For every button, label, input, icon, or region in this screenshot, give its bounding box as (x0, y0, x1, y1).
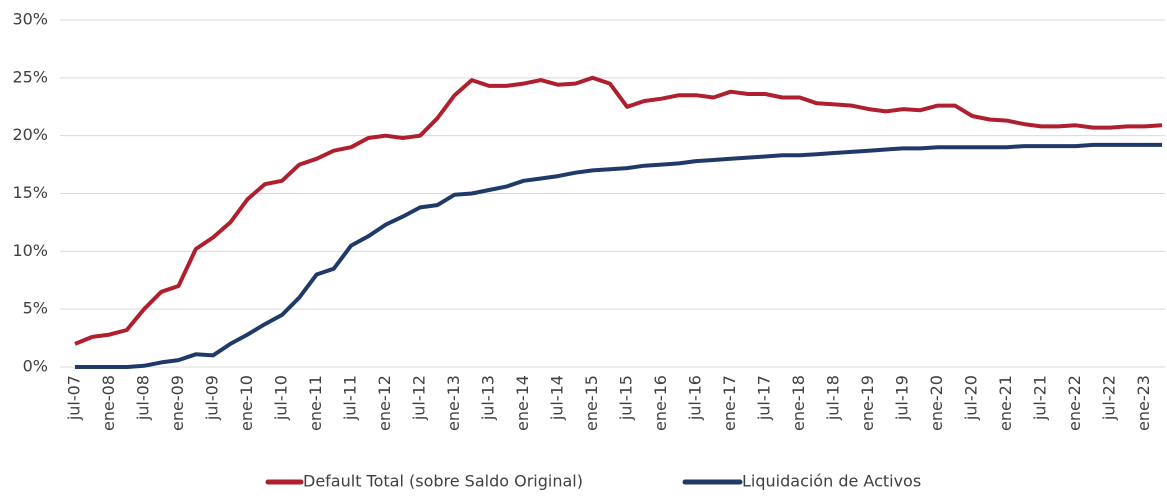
y-tick-label: 25% (12, 67, 48, 86)
y-tick-label: 10% (12, 241, 48, 260)
x-tick-label: ene-10 (237, 375, 256, 431)
x-tick-label: jul-12 (410, 375, 429, 421)
legend-label: Liquidación de Activos (742, 472, 921, 491)
x-tick-label: jul-14 (548, 375, 567, 421)
x-tick-label: ene-15 (582, 375, 601, 431)
x-tick-label: jul-22 (1100, 375, 1119, 421)
x-tick-label: ene-22 (1065, 375, 1084, 431)
series-line (75, 142, 1162, 369)
x-tick-label: ene-14 (513, 375, 532, 431)
y-tick-label: 0% (23, 357, 48, 376)
x-tick-label: jul-21 (1031, 375, 1050, 421)
x-tick-label: ene-11 (306, 375, 325, 431)
y-tick-label: 5% (23, 299, 48, 318)
x-tick-label: ene-17 (720, 375, 739, 431)
x-tick-label: ene-20 (927, 375, 946, 431)
x-tick-label: ene-18 (789, 375, 808, 431)
x-tick-label: jul-20 (962, 375, 981, 421)
x-tick-label: jul-19 (893, 375, 912, 421)
x-tick-label: jul-07 (65, 375, 84, 421)
x-tick-label: ene-16 (651, 375, 670, 431)
series-line (74, 75, 1163, 346)
x-tick-label: ene-09 (168, 375, 187, 431)
legend-label: Default Total (sobre Saldo Original) (303, 472, 583, 491)
x-tick-label: jul-11 (341, 375, 360, 421)
x-tick-label: ene-12 (375, 375, 394, 431)
x-tick-label: jul-15 (617, 375, 636, 421)
x-tick-label: jul-10 (272, 375, 291, 421)
x-tick-label: jul-13 (479, 375, 498, 421)
y-tick-label: 15% (12, 183, 48, 202)
x-tick-label: ene-21 (996, 375, 1015, 431)
x-tick-label: jul-17 (755, 375, 774, 421)
x-tick-label: jul-16 (686, 375, 705, 421)
x-tick-label: ene-08 (99, 375, 118, 431)
x-tick-label: jul-09 (203, 375, 222, 421)
x-tick-label: jul-08 (134, 375, 153, 421)
x-tick-label: ene-23 (1134, 375, 1153, 431)
x-tick-label: ene-13 (444, 375, 463, 431)
y-tick-label: 20% (12, 125, 48, 144)
x-tick-label: ene-19 (858, 375, 877, 431)
x-tick-label: jul-18 (824, 375, 843, 421)
y-tick-label: 30% (12, 10, 48, 29)
